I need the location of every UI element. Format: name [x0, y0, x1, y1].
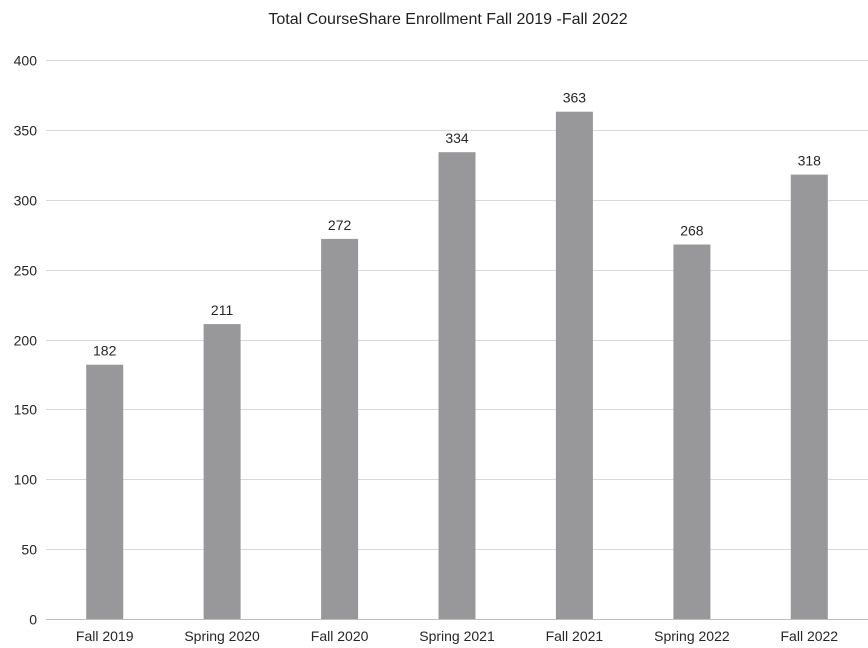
- chart-title: Total CourseShare Enrollment Fall 2019 -…: [268, 11, 627, 28]
- data-label: 268: [680, 223, 704, 239]
- x-category-label: Fall 2021: [546, 628, 604, 644]
- y-tick-label: 250: [14, 263, 38, 279]
- y-tick-label: 200: [14, 333, 38, 349]
- x-category-label: Fall 2020: [311, 628, 369, 644]
- bar: [321, 238, 359, 619]
- data-label: 363: [563, 90, 587, 106]
- x-category-label: Fall 2019: [76, 628, 134, 644]
- bar: [673, 244, 711, 619]
- y-tick-label: 0: [29, 612, 37, 628]
- x-axis-categories: Fall 2019 Spring 2020 Fall 2020 Spring 2021…: [76, 628, 838, 644]
- y-tick-label: 350: [14, 123, 38, 139]
- y-tick-label: 50: [21, 542, 37, 558]
- y-axis-ticks: 0 50 100 150 200 250 300 350 400: [14, 53, 38, 628]
- x-category-label: Spring 2020: [184, 628, 260, 644]
- bar: [86, 364, 124, 619]
- y-tick-label: 100: [14, 472, 38, 488]
- x-category-label: Spring 2022: [654, 628, 730, 644]
- x-category-label: Spring 2021: [419, 628, 495, 644]
- data-label: 182: [93, 343, 117, 359]
- y-tick-label: 400: [14, 53, 38, 69]
- data-labels: 182 211 272 334 363 268 318: [93, 90, 821, 359]
- bars: [86, 111, 828, 619]
- data-label: 211: [211, 302, 234, 318]
- data-label: 318: [798, 153, 822, 169]
- y-tick-label: 300: [14, 193, 38, 209]
- data-label: 334: [445, 130, 469, 146]
- bar: [203, 324, 241, 619]
- bar: [790, 174, 828, 619]
- x-category-label: Fall 2022: [781, 628, 839, 644]
- y-tick-label: 150: [14, 402, 38, 418]
- data-label: 272: [328, 217, 352, 233]
- bar: [555, 111, 593, 619]
- bar: [438, 152, 476, 619]
